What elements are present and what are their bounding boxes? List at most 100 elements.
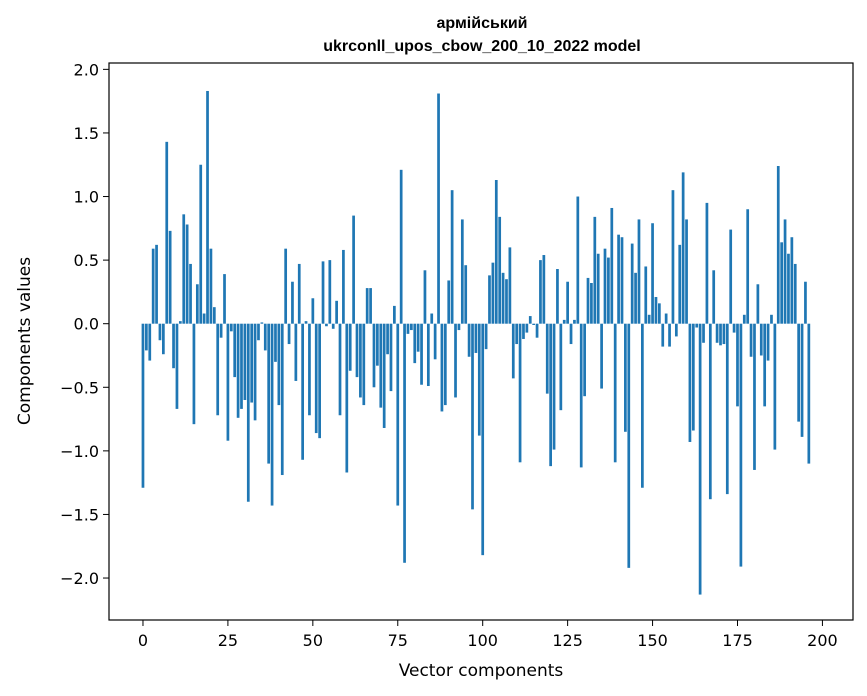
bar-component-172	[725, 323, 729, 495]
bar-component-177	[742, 314, 746, 324]
bar-component-116	[535, 323, 539, 338]
bar-component-75	[396, 323, 400, 506]
bar-component-69	[376, 323, 379, 366]
bar-component-157	[674, 323, 678, 337]
bar-component-147	[641, 323, 644, 488]
bar-component-125	[566, 281, 569, 324]
bar-component-1	[145, 323, 148, 351]
bar-component-166	[705, 202, 709, 324]
bar-component-193	[797, 323, 800, 422]
bar-component-82	[420, 323, 423, 385]
bar-component-108	[508, 247, 512, 324]
bar-component-196	[807, 323, 811, 464]
bar-component-53	[321, 261, 325, 324]
y-tick-label: −2.0	[60, 569, 99, 588]
bar-component-182	[759, 323, 763, 356]
bar-component-76	[399, 169, 403, 324]
bar-component-9	[172, 323, 175, 369]
bar-component-112	[522, 323, 525, 339]
bar-component-11	[178, 321, 182, 324]
bar-component-24	[223, 274, 226, 324]
bar-component-165	[702, 323, 705, 343]
bar-component-120	[549, 323, 552, 467]
bar-component-103	[491, 262, 495, 324]
bar-component-139	[613, 323, 617, 463]
bar-component-12	[182, 214, 186, 324]
bar-component-86	[433, 323, 437, 360]
bar-component-100	[481, 323, 485, 556]
bar-component-152	[658, 303, 661, 324]
bar-component-66	[365, 288, 369, 324]
bar-component-72	[386, 323, 389, 355]
bar-component-84	[426, 323, 430, 387]
bar-component-35	[260, 322, 264, 324]
bar-component-140	[617, 234, 620, 324]
bar-component-81	[416, 323, 420, 352]
bar-component-36	[263, 323, 267, 351]
bar-component-111	[518, 323, 522, 463]
bar-component-7	[165, 141, 169, 324]
bar-component-188	[780, 242, 784, 324]
bar-component-160	[685, 219, 688, 324]
bar-component-134	[596, 253, 600, 324]
bar-component-96	[467, 323, 471, 357]
bar-component-54	[325, 323, 328, 327]
y-tick-label: 0.5	[74, 251, 99, 270]
bar-component-138	[610, 207, 614, 324]
bar-component-14	[189, 263, 192, 324]
bar-component-137	[607, 257, 610, 324]
bar-component-57	[335, 300, 338, 324]
bar-component-176	[739, 323, 743, 567]
bar-component-32	[250, 323, 254, 403]
bar-component-133	[593, 216, 597, 324]
bar-component-73	[389, 323, 393, 392]
bar-component-136	[603, 248, 607, 324]
bar-component-107	[505, 279, 508, 324]
bar-component-135	[600, 323, 603, 389]
bar-component-109	[511, 323, 515, 379]
bar-component-56	[331, 323, 335, 329]
bar-component-123	[559, 323, 563, 411]
bar-component-97	[471, 323, 474, 510]
bar-component-105	[498, 216, 502, 324]
y-tick-label: 1.5	[74, 124, 99, 143]
bar-component-189	[783, 219, 787, 324]
bar-component-178	[746, 209, 750, 324]
bar-component-161	[688, 323, 692, 442]
bar-component-128	[576, 196, 580, 324]
bar-component-43	[287, 323, 291, 345]
y-tick-label: −1.5	[60, 505, 99, 524]
x-tick-label: 200	[807, 631, 838, 650]
bar-component-101	[484, 323, 488, 350]
bar-component-141	[620, 237, 624, 324]
bar-component-88	[440, 323, 444, 412]
bar-component-52	[318, 323, 321, 439]
bars-group	[141, 90, 811, 595]
bar-component-145	[634, 272, 637, 324]
bar-component-0	[141, 323, 145, 488]
bar-component-192	[793, 263, 797, 324]
x-axis-ticks: 0 25 50 75 100 125 150 175 200	[138, 620, 838, 650]
bar-component-183	[763, 323, 767, 407]
bar-component-154	[664, 313, 668, 324]
bar-component-92	[454, 323, 457, 398]
bar-component-85	[430, 313, 434, 324]
bar-component-64	[359, 323, 362, 398]
bar-component-80	[413, 323, 417, 364]
bar-component-144	[630, 243, 634, 324]
x-tick-label: 50	[303, 631, 323, 650]
bar-component-5	[158, 323, 162, 341]
bar-component-59	[342, 249, 345, 324]
bar-component-114	[528, 316, 532, 324]
bar-component-19	[206, 90, 209, 324]
bar-component-42	[284, 248, 288, 324]
bar-component-149	[647, 314, 651, 324]
bar-component-63	[355, 323, 359, 378]
bar-component-60	[345, 323, 349, 473]
x-tick-label: 125	[552, 631, 583, 650]
bar-component-40	[277, 323, 281, 406]
y-axis-label: Components values	[15, 257, 35, 425]
bar-component-131	[586, 277, 590, 324]
bar-component-51	[314, 323, 318, 434]
